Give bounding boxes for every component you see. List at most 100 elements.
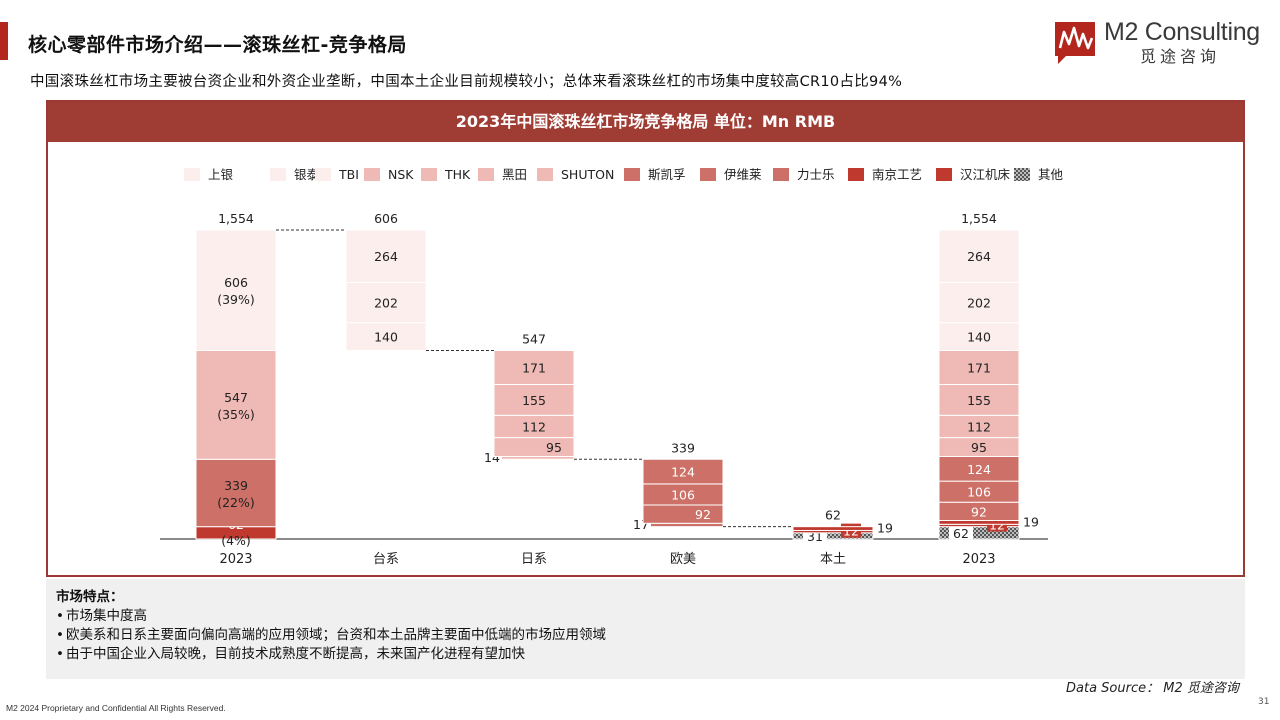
legend-swatch bbox=[773, 168, 789, 181]
features-list: 市场集中度高 欧美系和日系主要面向偏向高端的应用领域；台资和本土品牌主要面中低端… bbox=[56, 607, 1235, 664]
chart-title: 2023年中国滚珠丝杠市场竞争格局 单位：Mn RMB bbox=[48, 102, 1243, 142]
bar-segment bbox=[195, 458, 277, 528]
bar-total-label: 62 bbox=[825, 508, 841, 523]
legend-label: 斯凯孚 bbox=[648, 167, 686, 182]
chart-container: 2023年中国滚珠丝杠市场竞争格局 单位：Mn RMB 上银 银泰 TBI NSK TH… bbox=[46, 100, 1245, 577]
legend-label: THK bbox=[444, 167, 471, 182]
legend-label: NSK bbox=[388, 167, 414, 182]
legend-swatch bbox=[848, 168, 864, 181]
page-number: 31 bbox=[1258, 697, 1270, 707]
legend-label: 力士乐 bbox=[797, 167, 835, 182]
data-label: 547 bbox=[224, 390, 248, 405]
legend-swatch bbox=[364, 168, 380, 181]
bar-segment bbox=[493, 349, 575, 385]
data-label: 202 bbox=[967, 296, 991, 311]
legend-swatch bbox=[537, 168, 553, 181]
bar-segment bbox=[345, 281, 427, 324]
features-heading: 市场特点： bbox=[56, 589, 124, 605]
data-label: 95 bbox=[546, 440, 562, 455]
bar-segment bbox=[195, 349, 277, 460]
data-label-pct: (4%) bbox=[221, 533, 251, 548]
data-label: 112 bbox=[522, 419, 546, 434]
data-label-pct: (39%) bbox=[217, 292, 255, 307]
data-label: 140 bbox=[374, 330, 398, 345]
bar-segment bbox=[345, 322, 427, 351]
feature-item: 市场集中度高 bbox=[56, 607, 1235, 626]
data-label: 95 bbox=[971, 440, 987, 455]
legend-swatch bbox=[184, 168, 200, 181]
legend-label: 黑田 bbox=[502, 167, 527, 182]
bar-total-label: 1,554 bbox=[961, 211, 997, 226]
data-label: 112 bbox=[967, 419, 991, 434]
data-label: 92 bbox=[695, 507, 711, 522]
x-tick-label: 日系 bbox=[521, 552, 547, 567]
bar-total-label: 1,554 bbox=[218, 211, 254, 226]
x-tick-label: 台系 bbox=[373, 552, 399, 567]
legend-swatch bbox=[270, 168, 286, 181]
waterfall-chart: 上银 银泰 TBI NSK THK 黑田 SHUTON 斯凯孚 伊维莱 力士乐 南京工艺 汉江机床 其他… bbox=[160, 167, 1064, 567]
legend-swatch bbox=[421, 168, 437, 181]
legend-swatch bbox=[315, 168, 331, 181]
bar-segment bbox=[938, 384, 1020, 416]
bar-segment bbox=[938, 520, 1020, 525]
data-label: 92 bbox=[971, 504, 987, 519]
title-accent-bar bbox=[0, 22, 8, 60]
legend-swatch bbox=[624, 168, 640, 181]
legend-label: 南京工艺 bbox=[872, 167, 922, 182]
legend-swatch bbox=[936, 168, 952, 181]
data-label: 12 bbox=[843, 524, 859, 539]
data-label: 19 bbox=[1023, 514, 1039, 529]
data-label: 106 bbox=[671, 487, 695, 502]
bar-total-label: 606 bbox=[374, 211, 398, 226]
company-logo: M2 Consulting 觅途咨询 bbox=[1052, 18, 1267, 66]
data-label: 140 bbox=[967, 330, 991, 345]
data-label-pct: (35%) bbox=[217, 407, 255, 422]
bar-total-label: 547 bbox=[522, 331, 546, 346]
data-label: 264 bbox=[967, 249, 991, 264]
x-tick-label: 2023 bbox=[219, 552, 252, 567]
logo-cn-name: 觅途咨询 bbox=[1140, 47, 1221, 66]
legend-label: 其他 bbox=[1038, 167, 1064, 182]
footer-copyright: M2 2024 Proprietary and Confidential All… bbox=[6, 703, 226, 713]
bar-segment bbox=[642, 504, 724, 524]
legend-label: TBI bbox=[338, 167, 359, 182]
data-label: 155 bbox=[522, 393, 546, 408]
legend-swatch bbox=[1014, 168, 1030, 181]
data-label-pct: (22%) bbox=[217, 495, 255, 510]
bar-segment bbox=[345, 229, 427, 283]
data-label: 606 bbox=[224, 275, 248, 290]
feature-item: 由于中国企业入局较晚，目前技术成熟度不断提高，未来国产化进程有望加快 bbox=[56, 645, 1235, 664]
legend-label: 上银 bbox=[208, 167, 234, 182]
bar-segment bbox=[938, 322, 1020, 351]
data-label: 339 bbox=[224, 478, 248, 493]
logo-name: M2 Consulting bbox=[1104, 18, 1260, 46]
data-label: 106 bbox=[967, 485, 991, 500]
market-features-panel: 市场特点： 市场集中度高 欧美系和日系主要面向偏向高端的应用领域；台资和本土品牌… bbox=[46, 579, 1245, 679]
x-tick-label: 欧美 bbox=[670, 552, 696, 567]
bar-segment bbox=[493, 384, 575, 416]
page-title: 核心零部件市场介绍——滚珠丝杠-竞争格局 bbox=[28, 34, 407, 56]
data-label-bg bbox=[949, 525, 973, 540]
bar-segment bbox=[642, 458, 724, 485]
legend-label: 银泰 bbox=[294, 167, 320, 182]
data-label: 62 bbox=[953, 526, 969, 541]
bar-segment bbox=[938, 281, 1020, 324]
data-label: 264 bbox=[374, 249, 398, 264]
bar-segment bbox=[938, 229, 1020, 283]
legend-swatch bbox=[478, 168, 494, 181]
legend-label: 伊维莱 bbox=[724, 167, 762, 182]
bar-segment bbox=[642, 522, 724, 528]
legend-label: 汉江机床 bbox=[960, 167, 1011, 182]
data-label: 202 bbox=[374, 296, 398, 311]
data-label: 124 bbox=[671, 465, 695, 480]
legend-swatch bbox=[700, 168, 716, 181]
bar-segment bbox=[938, 455, 1020, 482]
bar-segment bbox=[195, 229, 277, 351]
data-label: 171 bbox=[522, 360, 546, 375]
bar-segment bbox=[493, 437, 575, 457]
data-label: 19 bbox=[877, 521, 893, 536]
data-source: Data Source： M2 觅途咨询 bbox=[1066, 681, 1239, 696]
page-subtitle: 中国滚珠丝杠市场主要被台资企业和外资企业垄断，中国本土企业目前规模较小；总体来看… bbox=[30, 74, 903, 90]
x-tick-label: 2023 bbox=[962, 552, 995, 567]
